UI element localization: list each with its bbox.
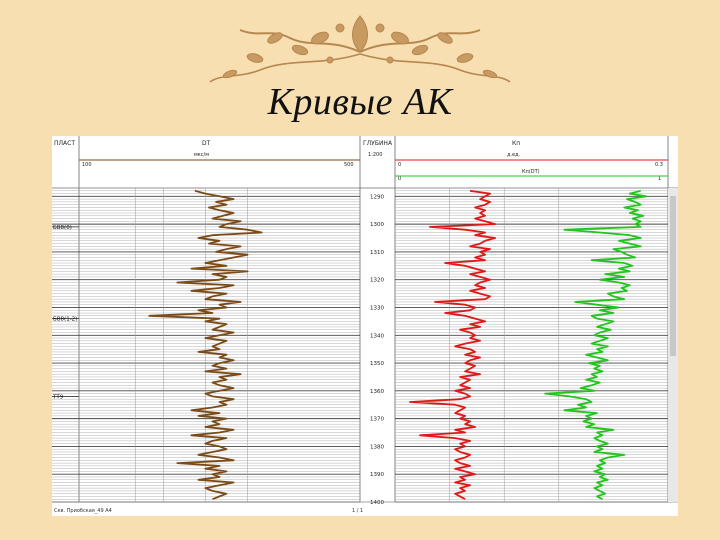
footer-mid: 1 / 1 [352,508,363,514]
formation-label: ТТ9 [52,394,64,400]
log-curves [148,189,648,501]
formation-markers: БВ8(0) БВ8(1-2) ТТ9 [52,225,79,400]
depth-tick-labels: 1290 1300 1310 1320 1330 1340 1350 1360 1370 1380… [370,194,384,506]
depth-tick-label: 1300 [370,222,384,228]
chart-background [52,136,678,516]
header-left-col: ПЛАСТ [54,140,75,147]
formation-label: БВ8(0) [53,225,72,231]
log-curve-1 [148,189,263,501]
header-track2b-max: 1 [658,176,661,182]
depth-tick-label: 1290 [370,194,384,200]
header-track2-min: 0 [398,162,401,168]
depth-tick-label: 1350 [370,361,384,367]
depth-tick-label: 1320 [370,278,384,284]
formation-label: БВ8(1-2) [53,317,77,323]
depth-tick-label: 1370 [370,417,384,423]
header-track1-min: 100 [82,162,92,168]
depth-tick-label: 1310 [370,250,384,256]
depth-tick-label: 1360 [370,389,384,395]
header-depth-col: ГЛУБИНА [363,140,393,147]
depth-tick-label: 1340 [370,333,384,339]
decorative-ornament [209,15,511,83]
depth-tick-label: 1400 [370,500,384,506]
header-track1-unit: мкс/м [194,152,209,158]
well-log-chart: ПЛАСТ ГЛУБИНА 1:200 DT мкс/м 100 500 Кп … [52,136,678,516]
header-track2b-name: Кп(DT) [522,169,540,175]
header-track2-name: Кп [512,140,520,147]
depth-tick-label: 1330 [370,305,384,311]
footer-bar: Скв. Приобская_49 А4 1 / 1 [52,501,678,514]
header-track2-max: 0.3 [655,162,663,168]
scrollbar-thumb [670,196,676,356]
header-track1-name: DT [202,140,211,147]
log-curve-2 [409,189,496,500]
header-track1-max: 500 [344,162,354,168]
slide-title: Кривые АК [267,81,453,123]
depth-tick-label: 1380 [370,444,384,450]
log-curve-3 [544,189,648,501]
header-track2b-min: 0 [398,176,401,182]
header-track2-unit: д.ед. [507,152,521,158]
depth-tick-label: 1390 [370,472,384,478]
footer-left: Скв. Приобская_49 А4 [54,508,112,514]
header-depth-scale: 1:200 [368,152,382,158]
